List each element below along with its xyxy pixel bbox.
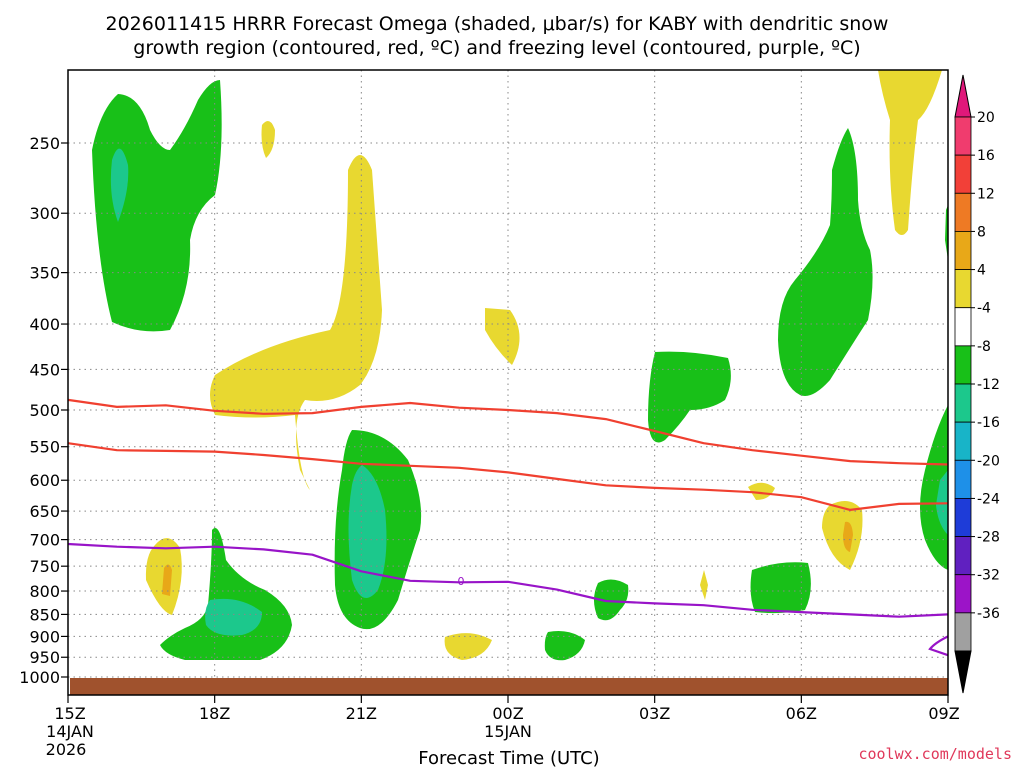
colorbar-segment bbox=[954, 231, 972, 270]
y-tick-label: 500 bbox=[29, 401, 60, 420]
colorbar-label: 12 bbox=[977, 186, 995, 202]
colorbar-label: 16 bbox=[977, 148, 995, 164]
x-tick-label: 06Z bbox=[786, 704, 817, 723]
colorbar-segment bbox=[954, 383, 972, 423]
y-tick-label: 750 bbox=[29, 557, 60, 576]
y-tick-label: 950 bbox=[29, 648, 60, 667]
colorbar-label: -12 bbox=[977, 377, 1000, 393]
colorbar-top-arrow bbox=[954, 74, 972, 118]
colorbar-segment bbox=[954, 116, 972, 156]
chart-title-line2: growth region (contoured, red, ºC) and f… bbox=[133, 37, 860, 59]
x-tick-label: 18Z bbox=[199, 704, 230, 723]
x-tick-label: 00Z bbox=[492, 704, 523, 723]
omega-region-yellow-tiny-a bbox=[748, 482, 775, 500]
contour-freezing-level-0-c bbox=[67, 542, 949, 618]
omega-region-yellow-low-mid bbox=[444, 633, 492, 660]
colorbar-segment bbox=[954, 459, 972, 499]
colorbar-bottom-arrow bbox=[954, 650, 972, 694]
contour-lines bbox=[67, 398, 949, 657]
colorbar-label: -20 bbox=[977, 453, 1000, 469]
omega-region-yellow-small-a bbox=[261, 121, 275, 158]
colorbar-segment bbox=[954, 307, 972, 347]
omega-region-green-low-c bbox=[750, 562, 811, 614]
omega-positive-fields bbox=[145, 70, 942, 660]
colorbar-segment bbox=[954, 345, 972, 385]
y-tick-label: 1000 bbox=[19, 668, 60, 687]
omega-region-teal-center bbox=[348, 465, 387, 598]
x-tick-label: 03Z bbox=[639, 704, 670, 723]
colorbar: 20 16 12 8 4 -4 -8 -12 -16 -20 -24 -28 -32 -36 bbox=[954, 74, 1000, 694]
colorbar-segment bbox=[954, 498, 972, 537]
colorbar-label: 4 bbox=[977, 263, 986, 279]
colorbar-label: 8 bbox=[977, 224, 986, 240]
x-axis-title: Forecast Time (UTC) bbox=[418, 748, 599, 768]
colorbar-label: -8 bbox=[977, 339, 991, 355]
contour-dendritic-growth-region-top-12-c bbox=[67, 398, 949, 466]
colorbar-label: -16 bbox=[977, 415, 1000, 431]
colorbar-segment bbox=[954, 269, 972, 309]
colorbar-segment bbox=[954, 612, 972, 652]
omega-region-yellow-small-b bbox=[485, 308, 520, 365]
omega-region-yellow-upper-right bbox=[878, 70, 942, 235]
chart-title-line1: 2026011415 HRRR Forecast Omega (shaded, … bbox=[106, 13, 889, 35]
omega-region-green-low-b bbox=[544, 631, 585, 661]
y-tick-label: 600 bbox=[29, 471, 60, 490]
colorbar-segment bbox=[954, 192, 972, 232]
y-tick-label: 650 bbox=[29, 502, 60, 521]
x-tick-label: 21Z bbox=[346, 704, 377, 723]
colorbar-label: -24 bbox=[977, 491, 1000, 507]
omega-region-orange-left bbox=[162, 564, 172, 596]
omega-region-yellow-tiny-b bbox=[700, 570, 708, 600]
omega-region-yellow-midlevel bbox=[210, 155, 382, 497]
colorbar-label: -4 bbox=[977, 301, 991, 317]
colorbar-label: -32 bbox=[977, 568, 1000, 584]
y-tick-label: 350 bbox=[29, 264, 60, 283]
y-tick-label: 300 bbox=[29, 204, 60, 223]
x-tick-sublabel-date: 14JAN bbox=[46, 722, 94, 741]
x-tick-label: 09Z bbox=[928, 704, 959, 723]
omega-region-teal-upper-left bbox=[110, 148, 129, 222]
x-tick-sublabel-year: 2026 bbox=[46, 740, 87, 759]
y-tick-label: 450 bbox=[29, 360, 60, 379]
colorbar-segment bbox=[954, 421, 972, 461]
omega-region-teal-low-left bbox=[205, 598, 262, 636]
colorbar-label: -28 bbox=[977, 530, 1000, 546]
y-tick-label: 400 bbox=[29, 315, 60, 334]
y-tick-label: 550 bbox=[29, 438, 60, 457]
y-tick-label: 700 bbox=[29, 531, 60, 550]
contour-dendritic-growth-region-bottom-18-c bbox=[67, 442, 949, 511]
y-tick-label: 900 bbox=[29, 627, 60, 646]
colorbar-label: 20 bbox=[977, 110, 995, 126]
omega-region-yellow-right bbox=[822, 501, 863, 570]
freezing-level-label: 0 bbox=[458, 575, 465, 588]
y-tick-label: 850 bbox=[29, 605, 60, 624]
colorbar-segment bbox=[954, 574, 972, 614]
ground-bar bbox=[70, 678, 948, 695]
omega-region-green-low-a bbox=[594, 579, 629, 621]
freezing-level-hook bbox=[928, 635, 949, 657]
omega-orange-cores bbox=[162, 521, 853, 596]
credit-text: coolwx.com/models bbox=[858, 745, 1012, 763]
x-tick-sublabel-date: 15JAN bbox=[484, 722, 532, 741]
colorbar-segment bbox=[954, 536, 972, 576]
y-axis: 250 300 350 400 450 500 550 600 650 700 750 800 850 9… bbox=[19, 134, 68, 687]
omega-region-green-mid bbox=[648, 351, 731, 443]
y-tick-label: 250 bbox=[29, 134, 60, 153]
omega-region-green-right-edge bbox=[920, 405, 948, 570]
y-tick-label: 800 bbox=[29, 582, 60, 601]
colorbar-segment bbox=[954, 154, 972, 194]
omega-region-green-low-left bbox=[160, 528, 292, 660]
colorbar-label: -36 bbox=[977, 606, 1000, 622]
x-tick-label: 15Z bbox=[54, 704, 85, 723]
omega-region-orange-right bbox=[843, 521, 853, 552]
